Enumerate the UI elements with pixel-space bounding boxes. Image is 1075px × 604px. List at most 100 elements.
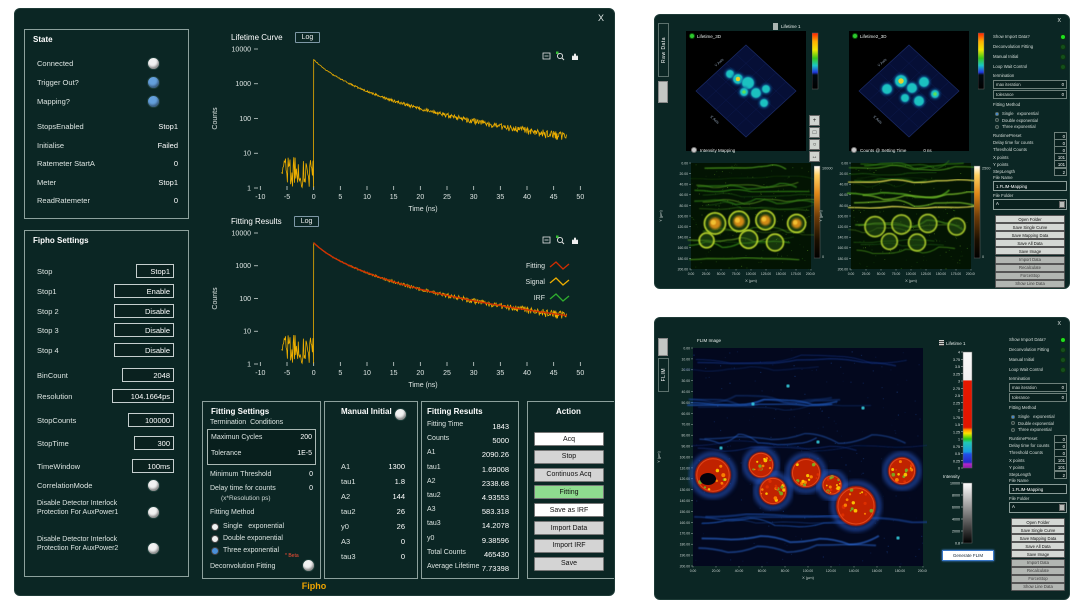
tab-raw-data[interactable]: Raw Data — [658, 23, 669, 77]
forcestop-button[interactable]: ForceStop — [995, 271, 1065, 280]
manual-initial-led[interactable] — [394, 408, 407, 421]
bincount-input[interactable]: 2048 — [122, 368, 174, 382]
max-iteration-value[interactable]: 0 — [1061, 82, 1064, 87]
manual-tau2-value[interactable]: 26 — [396, 507, 405, 516]
radio-three-exponential[interactable]: Three exponential — [1011, 426, 1067, 433]
continuos-acq-button[interactable]: Continuos Acq — [534, 467, 604, 482]
lifetime2-3d-plot[interactable]: Lifetime2_3D Y Axis X Axis — [849, 31, 969, 151]
save-image-button[interactable]: Save Image — [995, 247, 1065, 256]
fitting-results-log-button[interactable]: Log — [293, 216, 320, 227]
manual-tau3-value[interactable]: 0 — [400, 552, 405, 561]
stop-input[interactable]: Stop1 — [136, 264, 174, 278]
loop-wait-control-led[interactable] — [1060, 367, 1066, 373]
manual-y0-value[interactable]: 26 — [396, 522, 405, 531]
generate-flim-button[interactable]: Generate FLIM — [942, 550, 994, 561]
close-icon[interactable]: X — [597, 13, 604, 23]
disable-detector-interlock-protection-for-auxpower2-led[interactable] — [147, 542, 160, 555]
manual-tau1-value[interactable]: 1.8 — [394, 477, 405, 486]
max-iteration-value[interactable]: 0 — [1061, 385, 1064, 390]
lifetime-3d-surface[interactable]: Y Axis X Axis — [686, 31, 806, 151]
stop-3-input[interactable]: Disable — [114, 323, 174, 337]
save-image-button[interactable]: Save Image — [1011, 550, 1065, 559]
stopcounts-input[interactable]: 100000 — [128, 413, 174, 427]
file-name-input[interactable]: 1.FLIM-Mapping — [993, 181, 1067, 191]
intensity-colorbar[interactable]: 10000 8000 6000 4000 2000 0.8 — [931, 481, 977, 552]
stop-button[interactable]: Stop — [534, 449, 604, 464]
radio-double-exponential[interactable]: Double exponential — [995, 117, 1067, 124]
deconvolution-fitting-led[interactable] — [1060, 347, 1066, 353]
disable-detector-interlock-protection-for-auxpower1-led[interactable] — [147, 506, 160, 519]
lifetime-curve-plot[interactable]: 1 10 100 1000 10000 -10 -5 0 5 10 15 20 25 30 35 40 45 50… — [201, 43, 615, 219]
show-import-data-led[interactable] — [1060, 34, 1066, 40]
timewindow-input[interactable]: 100ms — [132, 459, 174, 473]
import-data-button[interactable]: Import Data — [1011, 558, 1065, 567]
radio-single-exponential[interactable]: Single exponential — [211, 521, 316, 532]
manual-initial-led[interactable] — [1060, 54, 1066, 60]
import-irf-button[interactable]: Import IRF — [534, 538, 604, 553]
show-line-data-button[interactable]: Show Line Data — [995, 279, 1065, 288]
intensity-mapping-image[interactable]: 0.00 20.00 40.00 60.00 80.00 100.00 120.00 140.… — [657, 155, 828, 289]
close-icon[interactable]: x — [1057, 320, 1062, 327]
setting-time-value[interactable]: 0 ns — [923, 147, 932, 153]
stop1-input[interactable]: Enable — [114, 284, 174, 298]
lifetime-colorbar[interactable]: 4 3.75 3.5 3.25 3 2.75 2.5 2.25 2 1.75 1.5 1.25 1 0.7… — [931, 350, 977, 479]
browse-button[interactable] — [1059, 504, 1065, 511]
radio-single-exponential[interactable]: Single exponential — [995, 110, 1067, 117]
lifetime-selector[interactable]: Lifetime 1 — [773, 23, 802, 30]
fitting-button[interactable]: Fitting — [534, 485, 604, 500]
stoptime-input[interactable]: 300 — [134, 436, 174, 450]
close-icon[interactable]: x — [1057, 17, 1062, 24]
save-single-curve-button[interactable]: Save Single Curve — [995, 223, 1065, 232]
steplength-value[interactable]: 2 — [1054, 167, 1067, 176]
counts-image[interactable]: 0.00 20.00 40.00 60.00 80.00 100.00 120.00 140.… — [817, 155, 990, 289]
acq-button[interactable]: Acq — [534, 432, 604, 446]
steplength-value[interactable]: 2 — [1054, 470, 1067, 479]
import-data-button[interactable]: Import Data — [995, 255, 1065, 264]
save-as-irf-button[interactable]: Save as IRF — [534, 503, 604, 518]
radio-double-exponential[interactable]: Double exponential — [211, 533, 316, 544]
zoom-tool-button[interactable]: □ — [809, 127, 820, 138]
save-all-data-button[interactable]: Save All Data — [1011, 542, 1065, 551]
save-button[interactable]: Save — [534, 556, 604, 571]
save-mapping-data-button[interactable]: Save Mapping Data — [1011, 534, 1065, 543]
delay-time-value[interactable]: 0 — [309, 485, 313, 492]
save-mapping-data-button[interactable]: Save Mapping Data — [995, 231, 1065, 240]
deconvolution-fitting-led[interactable] — [1060, 44, 1066, 50]
lifetime-curve-log-button[interactable]: Log — [294, 32, 321, 43]
manual-a2-value[interactable]: 144 — [392, 492, 405, 501]
stop-2-input[interactable]: Disable — [114, 304, 174, 318]
show-import-data-led[interactable] — [1060, 337, 1066, 343]
flim-image[interactable]: 0.00 10.00 20.00 30.00 40.00 50.00 60.00 70.00 8… — [655, 342, 955, 586]
save-single-curve-button[interactable]: Save Single Curve — [1011, 526, 1065, 535]
file-folder-input[interactable]: A — [1009, 502, 1067, 513]
manual-initial-led[interactable] — [1060, 357, 1066, 363]
forcestop-button[interactable]: ForceStop — [1011, 574, 1065, 583]
stop-4-input[interactable]: Disable — [114, 343, 174, 357]
open-folder-button[interactable]: Open Folder — [995, 215, 1065, 223]
manual-a1-value[interactable]: 1300 — [388, 462, 405, 471]
tolerance-value[interactable]: 0 — [1061, 395, 1064, 400]
file-name-input[interactable]: 1.FLIM-Mapping — [1009, 484, 1067, 494]
flim-image-plot[interactable]: 0.00 10.00 20.00 30.00 40.00 50.00 60.00 70.00 8… — [655, 342, 955, 591]
loop-wait-control-led[interactable] — [1060, 64, 1066, 70]
maximun-cycles-value[interactable]: 200 — [300, 434, 312, 441]
tab-flim[interactable]: FLIM — [658, 358, 669, 392]
lifetime-3d-surface[interactable]: Y Axis X Axis — [849, 31, 969, 151]
manual-a3-value[interactable]: 0 — [400, 537, 405, 546]
recalculate-button[interactable]: Recalculate — [1011, 566, 1065, 575]
deconvolution-fitting-led[interactable] — [302, 559, 315, 572]
spinner-icon[interactable] — [773, 23, 778, 30]
save-all-data-button[interactable]: Save All Data — [995, 239, 1065, 248]
recalculate-button[interactable]: Recalculate — [995, 263, 1065, 272]
lifetime-3d-plot[interactable]: Lifetime_3D Y Axis X Axis — [686, 31, 806, 151]
scale-tool-button[interactable]: ↔ — [809, 151, 820, 162]
browse-button[interactable] — [1059, 201, 1065, 208]
radio-three-exponential[interactable]: Three exponential — [995, 123, 1067, 130]
radio-single-exponential[interactable]: Single exponential — [1011, 413, 1067, 420]
minimum-threshold-value[interactable]: 0 — [309, 471, 313, 478]
import-data-button[interactable]: Import Data — [534, 521, 604, 535]
open-folder-button[interactable]: Open Folder — [1011, 518, 1065, 526]
intensity-mapping-plot[interactable]: 0.00 20.00 40.00 60.00 80.00 100.00 120.00 140.… — [657, 155, 828, 289]
pan-tool-button[interactable]: ○ — [809, 139, 820, 150]
resolution-input[interactable]: 104.1664ps — [112, 389, 174, 403]
